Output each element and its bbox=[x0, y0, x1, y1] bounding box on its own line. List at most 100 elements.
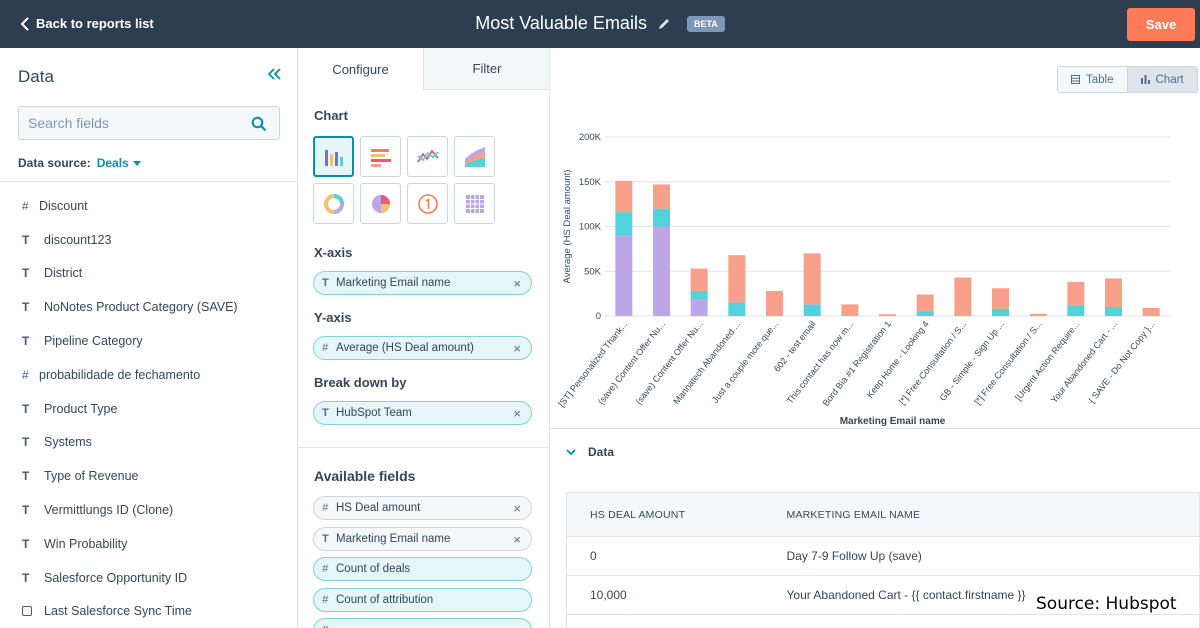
bar-segment bbox=[615, 235, 633, 316]
bar-segment bbox=[916, 311, 934, 316]
field-item[interactable]: T Pipeline Category bbox=[0, 324, 297, 358]
available-field-label: Marketing Email name bbox=[336, 533, 451, 545]
y-tick-label: 150K bbox=[579, 177, 602, 188]
available-field[interactable]: T Marketing Email name × bbox=[313, 527, 532, 551]
remove-icon[interactable]: × bbox=[513, 532, 521, 547]
chart-type-horizontal-bar[interactable] bbox=[360, 136, 401, 177]
x-tick-label: Mannatech Abandoned ... bbox=[671, 319, 742, 406]
field-item[interactable]: T Win Probability bbox=[0, 527, 297, 561]
chart-type-line[interactable] bbox=[407, 136, 448, 177]
field-label: Vermittlungs ID (Clone) bbox=[44, 503, 174, 518]
number-type-icon: # bbox=[322, 502, 329, 514]
field-item[interactable]: # probabilidade de fechamento bbox=[0, 358, 297, 392]
text-type-icon: T bbox=[22, 503, 30, 518]
remove-icon[interactable]: × bbox=[513, 341, 521, 356]
remove-icon[interactable]: × bbox=[513, 501, 521, 516]
chart-type-area[interactable] bbox=[454, 136, 495, 177]
x-axis-heading: X-axis bbox=[314, 245, 353, 260]
text-type-icon: T bbox=[22, 300, 30, 315]
search-icon[interactable] bbox=[251, 116, 267, 132]
beta-badge: BETA bbox=[686, 15, 725, 32]
breakdown-value: HubSpot Team bbox=[336, 407, 412, 419]
x-axis-pill[interactable]: T Marketing Email name × bbox=[313, 271, 532, 295]
chevron-down-icon bbox=[566, 449, 576, 456]
field-item[interactable]: T District bbox=[0, 257, 297, 291]
chart-type-pie[interactable] bbox=[360, 183, 401, 224]
field-label: Discount bbox=[39, 198, 88, 213]
field-label: Salesforce Opportunity ID bbox=[44, 570, 188, 585]
stacked-bar-chart: 0 50K 100K 150K 200K Average (HS Deal amount)… bbox=[556, 132, 1170, 427]
tab-filter[interactable]: Filter bbox=[423, 48, 549, 90]
remove-icon[interactable]: × bbox=[513, 276, 521, 291]
column-header[interactable]: HS DEAL AMOUNT bbox=[566, 492, 787, 537]
text-type-icon: T bbox=[22, 266, 30, 281]
text-type-icon: T bbox=[322, 277, 329, 289]
field-item[interactable]: T NoNotes Product Category (SAVE) bbox=[0, 290, 297, 324]
y-tick-label: 0 bbox=[596, 311, 601, 322]
number-type-icon: # bbox=[22, 198, 29, 213]
breakdown-pill[interactable]: T HubSpot Team × bbox=[313, 401, 532, 425]
bar-segment bbox=[916, 294, 934, 312]
field-item[interactable]: T Vermittlungs ID (Clone) bbox=[0, 493, 297, 527]
bar-segment bbox=[728, 255, 746, 303]
available-fields-heading: Available fields bbox=[314, 468, 416, 484]
chevron-left-icon bbox=[20, 16, 29, 31]
pencil-icon[interactable] bbox=[657, 17, 671, 31]
remove-icon[interactable]: × bbox=[513, 406, 521, 421]
data-source-dropdown[interactable]: Deals bbox=[97, 156, 141, 170]
table-icon bbox=[1071, 75, 1080, 84]
config-tabs: Configure Filter bbox=[298, 48, 549, 90]
bar-segment bbox=[879, 314, 896, 316]
table-view-button[interactable]: Table bbox=[1058, 67, 1127, 92]
back-link[interactable]: Back to reports list bbox=[20, 16, 154, 31]
available-field[interactable]: # HS Deal amount × bbox=[313, 496, 532, 520]
save-button[interactable]: Save bbox=[1127, 8, 1195, 41]
bar-segment bbox=[690, 268, 708, 291]
tab-configure[interactable]: Configure bbox=[298, 48, 423, 90]
breakdown-heading: Break down by bbox=[314, 375, 407, 390]
bar-segment bbox=[615, 180, 633, 213]
available-field[interactable]: # Count of deals bbox=[313, 557, 532, 581]
text-type-icon: T bbox=[22, 536, 30, 551]
chart-type-table[interactable] bbox=[454, 183, 495, 224]
bar-segment bbox=[803, 253, 821, 305]
field-item[interactable]: T Systems bbox=[0, 426, 297, 460]
field-item[interactable]: T Salesforce Opportunity ID bbox=[0, 561, 297, 595]
search-input[interactable] bbox=[19, 107, 239, 139]
bar-segment bbox=[1105, 278, 1122, 308]
bar-segment bbox=[803, 304, 821, 316]
field-item[interactable]: T Product Type bbox=[0, 392, 297, 426]
config-panel: Configure Filter Chart X-axis T Marketin… bbox=[298, 48, 550, 628]
field-item[interactable]: T Type of Revenue bbox=[0, 459, 297, 493]
chart-type-vertical-bar[interactable] bbox=[313, 136, 354, 177]
available-field[interactable]: # bbox=[313, 618, 532, 628]
x-tick-label: (save) Content Offer Nu... bbox=[634, 319, 705, 406]
column-header[interactable]: MARKETING EMAIL NAME bbox=[786, 492, 1200, 537]
table-cell: Day 7-9 Follow Up (save) bbox=[786, 536, 1200, 576]
field-label: NoNotes Product Category (SAVE) bbox=[44, 300, 238, 315]
collapse-icon[interactable] bbox=[266, 66, 282, 82]
text-type-icon: T bbox=[22, 232, 30, 247]
bar-segment bbox=[1029, 313, 1047, 316]
y-axis-pill[interactable]: # Average (HS Deal amount) × bbox=[313, 336, 532, 360]
chart-view-button[interactable]: Chart bbox=[1126, 67, 1197, 92]
field-item[interactable]: Last Salesforce Sync Time bbox=[0, 595, 297, 628]
x-tick-label: [*] Free Consultation / S... bbox=[897, 319, 968, 406]
field-label: probabilidade de fechamento bbox=[39, 367, 201, 382]
data-panel: Data Data source: Deals # Discount Tdiscoun… bbox=[0, 48, 298, 628]
field-label: Systems bbox=[44, 435, 92, 450]
data-section-toggle[interactable]: Data bbox=[566, 445, 614, 459]
field-item[interactable]: # Discount bbox=[0, 189, 297, 223]
x-tick-label: (save) Content Offer Nu... bbox=[596, 319, 667, 406]
divider bbox=[550, 428, 1200, 429]
available-field[interactable]: # Count of attribution bbox=[313, 588, 532, 612]
available-field-label: Count of attribution bbox=[336, 594, 434, 606]
caret-down-icon bbox=[132, 161, 141, 167]
pie-chart-icon bbox=[371, 194, 390, 213]
bar-segment bbox=[653, 208, 670, 227]
chart-type-single-value[interactable] bbox=[407, 183, 448, 224]
chart-type-donut[interactable] bbox=[313, 183, 354, 224]
number-type-icon: # bbox=[322, 342, 329, 354]
x-tick-label: { SAVE - Do Not Copy }... bbox=[1086, 319, 1156, 405]
